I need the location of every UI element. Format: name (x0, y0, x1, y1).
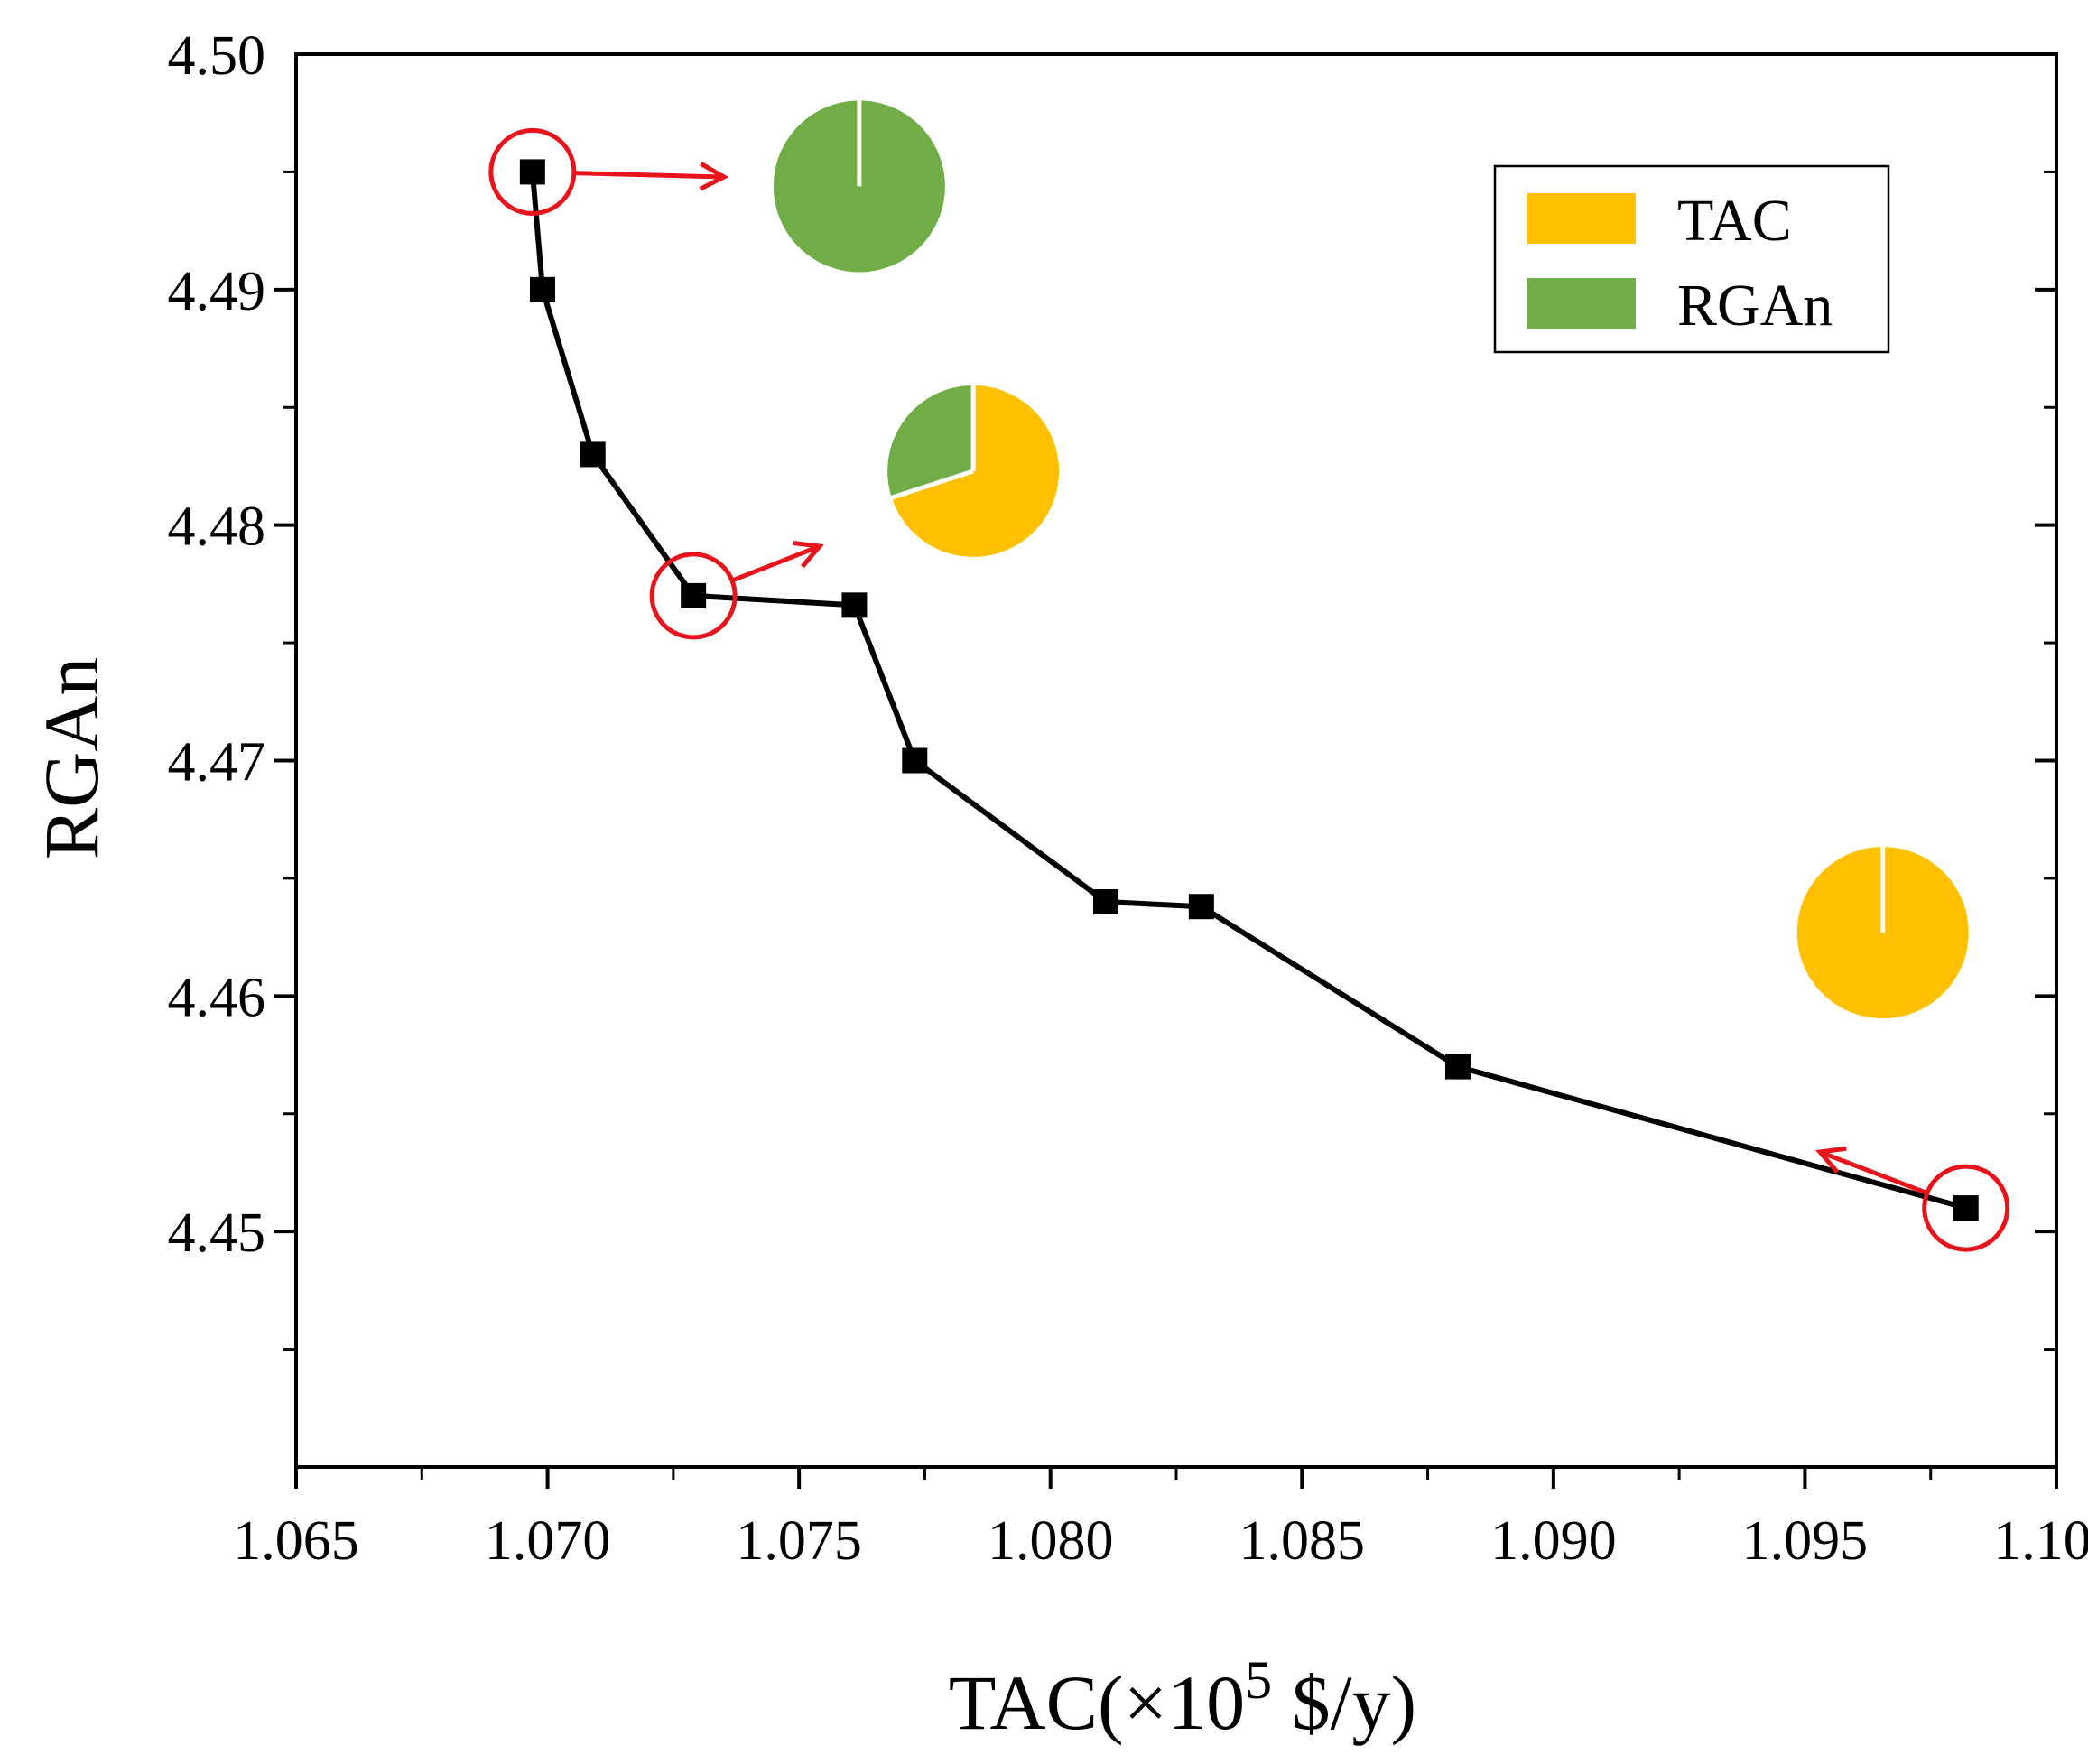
y-axis-tick-labels: 4.45 4.46 4.47 4.48 4.49 4.50 (168, 25, 266, 1264)
x-axis-ticks (294, 1467, 2058, 1489)
y-tick-label: 4.47 (168, 732, 266, 794)
x-axis-title: TAC(×105 $/y) (949, 1650, 1416, 1746)
series-layer (519, 159, 1979, 1221)
legend-label-tac: TAC (1677, 188, 1792, 254)
data-point-marker (1953, 1195, 1979, 1221)
x-tick-label: 1.085 (1239, 1510, 1366, 1572)
data-point-marker (519, 159, 545, 185)
annotation-arrow-head (699, 162, 729, 191)
y-tick-label: 4.46 (168, 967, 266, 1028)
data-point-marker (1093, 889, 1118, 914)
highlight-circle (649, 552, 738, 640)
x-axis-title-tail: $/y) (1272, 1659, 1416, 1746)
pie-divider (891, 469, 974, 500)
data-point-marker (681, 582, 707, 608)
pie-chart (1796, 847, 1969, 1019)
x-tick-label: 1.095 (1742, 1510, 1869, 1572)
legend-swatch-rgan (1527, 278, 1636, 329)
legend-label-rgan: RGAn (1677, 273, 1833, 339)
data-point-marker (841, 592, 868, 618)
y-tick-label: 4.50 (168, 25, 266, 87)
data-point-marker (902, 747, 928, 774)
annotation-layer (488, 127, 2010, 1252)
x-tick-label: 1.080 (988, 1510, 1114, 1572)
x-tick-label: 1.065 (233, 1510, 359, 1572)
annotation-arrow-shaft (1819, 1149, 1928, 1195)
pie-slice-rgan (887, 385, 974, 498)
x-tick-label: 1.070 (485, 1510, 611, 1572)
x-axis-title-superscript: 5 (1245, 1650, 1272, 1710)
data-point-marker (530, 276, 555, 302)
data-point-marker (1445, 1054, 1471, 1080)
annotation-arrow-head (1815, 1146, 1847, 1174)
annotation-arrow-shaft (573, 171, 725, 180)
highlight-circle (488, 127, 577, 216)
pie-slice-rgan (773, 100, 945, 273)
y-tick-label: 4.45 (168, 1202, 266, 1264)
x-axis-title-main: TAC(×10 (949, 1659, 1245, 1746)
y-tick-label: 4.49 (168, 261, 266, 322)
x-tick-label: 1.075 (736, 1510, 862, 1572)
annotation-arrow-shaft (731, 543, 821, 583)
y-axis-title: RGAn (28, 657, 115, 860)
x-axis-tick-labels: 1.065 1.070 1.075 1.080 1.085 1.090 1.095 1.100 (233, 1510, 2088, 1572)
data-point-marker (1188, 894, 1214, 920)
x-tick-label: 1.100 (1993, 1510, 2088, 1572)
series-line (529, 172, 1967, 1211)
annotation-arrow-head (793, 540, 824, 569)
pie-insets (773, 100, 1969, 1019)
y-tick-label: 4.48 (168, 497, 266, 558)
pie-chart (887, 385, 1060, 557)
highlight-circle (1922, 1164, 2010, 1252)
y-axis-ticks (274, 170, 2056, 1351)
x-tick-label: 1.090 (1490, 1510, 1617, 1572)
pie-chart (773, 100, 945, 273)
data-point-marker (580, 441, 606, 468)
legend-swatch-tac (1527, 193, 1636, 244)
legend: TAC RGAn (1493, 164, 1890, 354)
